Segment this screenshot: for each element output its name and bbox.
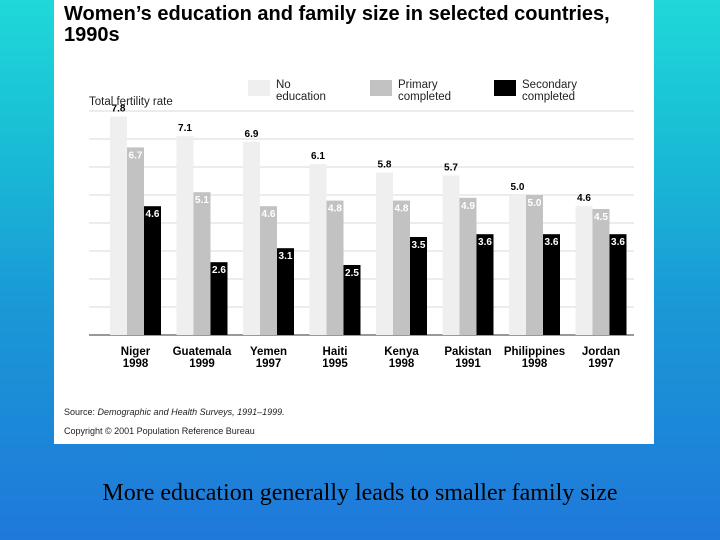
data-label: 7.8: [112, 104, 126, 115]
data-label: 6.9: [245, 129, 259, 140]
bar: [127, 147, 144, 335]
bar: [193, 192, 211, 335]
data-label: 4.9: [461, 201, 475, 212]
bar: [243, 141, 260, 335]
data-label: 2.5: [345, 268, 359, 279]
data-label: 3.1: [279, 251, 293, 262]
x-tick-label-year: 1999: [189, 358, 215, 370]
data-label: 3.6: [478, 237, 492, 248]
data-label: 4.6: [146, 209, 160, 220]
bar: [509, 195, 526, 335]
bar: [459, 197, 477, 335]
source-text: Demographic and Health Surveys, 1991–199…: [97, 407, 285, 417]
bar: [326, 200, 344, 335]
x-tick-label-country: Philippines: [504, 346, 565, 358]
data-label: 4.6: [577, 193, 591, 204]
bar: [277, 248, 294, 335]
data-label: 3.5: [412, 240, 426, 251]
data-label: 5.0: [528, 198, 542, 209]
legend-swatch-secondary: [494, 80, 516, 96]
chart-title: Women’s education and family size in sel…: [64, 3, 610, 46]
copyright-note: Copyright © 2001 Population Reference Bu…: [64, 426, 255, 436]
slide-caption: More education generally leads to smalle…: [102, 480, 618, 506]
x-tick-label-year: 1991: [455, 358, 481, 370]
x-tick-label-year: 1998: [123, 358, 149, 370]
x-tick-label-year: 1998: [389, 358, 415, 370]
y-axis-label: Total fertility rate: [89, 96, 173, 108]
x-tick-label-year: 1995: [322, 358, 348, 370]
x-tick-label-country: Kenya: [384, 346, 419, 358]
legend-swatch-no-education: [248, 80, 270, 96]
bar: [476, 234, 494, 335]
x-tick-label-country: Haiti: [323, 346, 348, 358]
source-note: Source: Demographic and Health Surveys, …: [64, 407, 285, 417]
bar: [592, 209, 610, 335]
source-prefix: Source:: [64, 407, 98, 417]
data-label: 5.0: [511, 182, 525, 193]
data-label: 2.6: [212, 265, 226, 276]
bar: [609, 234, 627, 335]
x-tick-label-year: 1998: [522, 358, 548, 370]
bar: [575, 206, 593, 335]
x-tick-label-country: Guatemala: [173, 346, 232, 358]
data-label: 6.1: [311, 151, 325, 162]
bar: [144, 206, 161, 335]
bar: [410, 237, 427, 335]
bar: [376, 172, 393, 335]
bar: [526, 195, 543, 335]
data-label: 5.1: [195, 195, 209, 206]
bar: [210, 262, 228, 335]
legend-label-primary: Primary completed: [398, 79, 452, 103]
x-tick-label-country: Pakistan: [444, 346, 491, 358]
bar: [176, 136, 194, 335]
x-tick-label-country: Niger: [121, 346, 151, 358]
data-label: 4.8: [395, 204, 409, 215]
data-label: 7.1: [178, 123, 192, 134]
bar: [442, 175, 460, 335]
data-label: 3.6: [545, 237, 559, 248]
bar: [393, 200, 410, 335]
x-tick-label-year: 1997: [256, 358, 282, 370]
x-tick-label-country: Yemen: [250, 346, 287, 358]
bar: [343, 265, 361, 335]
chart-panel: Women’s education and family size in sel…: [54, 0, 654, 444]
bar: [543, 234, 560, 335]
legend-label-secondary: Secondary completed: [522, 79, 577, 103]
bar: [309, 164, 327, 335]
data-label: 4.6: [262, 209, 276, 220]
x-tick-label-year: 1997: [588, 358, 614, 370]
data-label: 5.7: [444, 162, 458, 173]
legend-swatch-primary: [370, 80, 392, 96]
bar: [260, 206, 277, 335]
x-tick-label-country: Jordan: [582, 346, 620, 358]
data-label: 4.5: [594, 212, 608, 223]
legend-label-no-education: No education: [276, 79, 326, 103]
data-label: 3.6: [611, 237, 625, 248]
data-label: 5.8: [378, 160, 392, 171]
bar: [110, 116, 127, 335]
bar-chart: 7.86.74.6Niger19987.15.12.6Guatemala1999…: [89, 104, 634, 370]
data-label: 4.8: [328, 204, 342, 215]
data-label: 6.7: [129, 150, 143, 161]
